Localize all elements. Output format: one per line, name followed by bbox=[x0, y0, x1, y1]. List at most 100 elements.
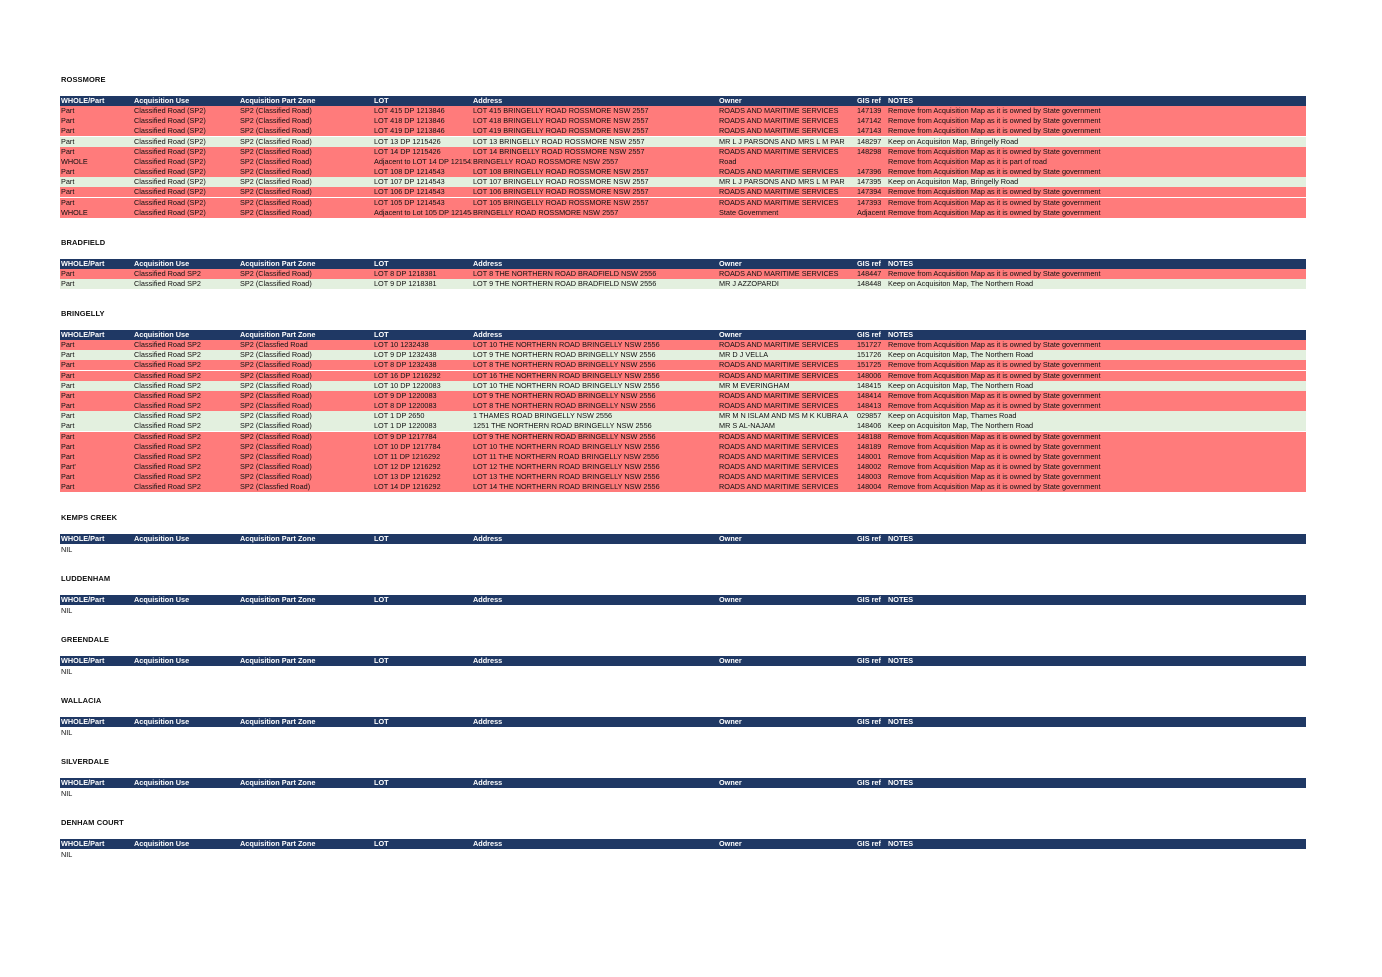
table-cell: Remove from Acquisition Map as it is own… bbox=[888, 472, 1101, 482]
table-cell: LOT 419 DP 1213846 bbox=[374, 126, 445, 136]
table-header: WHOLE/Part Acquisition Use Acquisition Par… bbox=[60, 656, 1306, 666]
table-cell: 029857 bbox=[857, 411, 882, 421]
table-cell: LOT 14 DP 1216292 bbox=[374, 482, 441, 492]
table-cell: LOT 9 THE NORTHERN ROAD BRADFIELD NSW 25… bbox=[473, 279, 657, 289]
table-cell: LOT 108 DP 1214543 bbox=[374, 167, 445, 177]
section-title: GREENDALE bbox=[61, 635, 109, 644]
table-header: WHOLE/Part Acquisition Use Acquisition Par… bbox=[60, 778, 1306, 788]
column-header: LOT bbox=[374, 778, 389, 787]
empty-note: NIL bbox=[61, 850, 73, 859]
column-header: Owner bbox=[719, 656, 742, 665]
table-cell: SP2 (Classified Road) bbox=[240, 136, 312, 146]
table-cell: Remove from Acquisition Map as it is own… bbox=[888, 451, 1101, 461]
column-header: Acquisition Use bbox=[134, 656, 190, 665]
table-cell: ROADS AND MARITIME SERVICES bbox=[719, 146, 839, 156]
table-row: Part Classified Road (SP2) SP2 (Classified… bbox=[60, 187, 1306, 198]
table-cell: 148001 bbox=[857, 451, 882, 461]
table-cell: 148448 bbox=[857, 279, 882, 289]
column-header: NOTES bbox=[888, 330, 914, 339]
table-row: Part Classified Road SP2 SP2 (Classified R… bbox=[60, 451, 1306, 462]
table-cell: LOT 14 DP 1215426 bbox=[374, 146, 441, 156]
table-cell: Part bbox=[61, 451, 75, 461]
table-cell: ROADS AND MARITIME SERVICES bbox=[719, 441, 839, 451]
table-header: WHOLE/Part Acquisition Use Acquisition Par… bbox=[60, 259, 1306, 269]
column-header: Address bbox=[473, 259, 503, 268]
table-cell: WHOLE bbox=[61, 156, 88, 166]
table-cell: SP2 (Classified Road) bbox=[240, 279, 312, 289]
table-cell: SP2 (Classified Road) bbox=[240, 472, 312, 482]
table-cell: Adjacent to Lot 105 DP 1214543 bbox=[374, 207, 472, 217]
table-cell: ROADS AND MARITIME SERVICES bbox=[719, 451, 839, 461]
table-header: WHOLE/Part Acquisition Use Acquisition Par… bbox=[60, 839, 1306, 849]
table-cell: ROADS AND MARITIME SERVICES bbox=[719, 431, 839, 441]
column-header: GIS ref bbox=[857, 778, 881, 787]
column-header: Owner bbox=[719, 595, 742, 604]
column-header: Acquisition Part Zone bbox=[240, 534, 316, 543]
table-row: Part Classified Road SP2 SP2 (Classified R… bbox=[60, 360, 1306, 371]
table-cell: Classified Road (SP2) bbox=[134, 207, 206, 217]
table-header: WHOLE/Part Acquisition Use Acquisition Par… bbox=[60, 96, 1306, 106]
table-header: WHOLE/Part Acquisition Use Acquisition Par… bbox=[60, 595, 1306, 605]
table-cell: Remove from Acquisition Map as it is own… bbox=[888, 187, 1101, 197]
table-cell: Classified Road (SP2) bbox=[134, 177, 206, 187]
table-cell: SP2 (Classified Road) bbox=[240, 360, 312, 370]
table-cell: MR S AL-NAJAM bbox=[719, 421, 775, 431]
table-cell: Remove from Acquisition Map as it is own… bbox=[888, 106, 1101, 116]
table-cell: Keep on Acquisiton Map, The Northern Roa… bbox=[888, 380, 1034, 390]
table-cell: Remove from Acquisition Map as it is own… bbox=[888, 207, 1101, 217]
column-header: Owner bbox=[719, 717, 742, 726]
table-cell: 148189 bbox=[857, 441, 882, 451]
table-cell: Keep on Acquisiton Map, The Northern Roa… bbox=[888, 279, 1034, 289]
table-row: Part Classified Road SP2 SP2 (Classified R… bbox=[60, 472, 1306, 483]
table-cell: Classified Road (SP2) bbox=[134, 136, 206, 146]
table-cell: SP2 (Classified Road) bbox=[240, 350, 312, 360]
column-header: GIS ref bbox=[857, 839, 881, 848]
column-header: WHOLE/Part bbox=[61, 717, 105, 726]
table-cell: MR L J PARSONS AND MRS L M PAR bbox=[719, 177, 845, 187]
table-row: Part Classified Road (SP2) SP2 (Classified… bbox=[60, 146, 1306, 157]
table-cell: SP2 (Classified Road) bbox=[240, 380, 312, 390]
table-cell: LOT 10 THE NORTHERN ROAD BRINGELLY NSW 2… bbox=[473, 340, 660, 350]
table-cell: Part bbox=[61, 472, 75, 482]
table-cell: 148188 bbox=[857, 431, 882, 441]
table-cell: LOT 11 DP 1216292 bbox=[374, 451, 441, 461]
table-cell: 147395 bbox=[857, 177, 882, 187]
table-cell: LOT 8 DP 1218381 bbox=[374, 269, 437, 279]
table-cell: 148415 bbox=[857, 380, 882, 390]
table-cell: ROADS AND MARITIME SERVICES bbox=[719, 472, 839, 482]
section-title: BRINGELLY bbox=[61, 309, 105, 318]
table-cell: SP2 (Classified Road) bbox=[240, 269, 312, 279]
table-cell: ROADS AND MARITIME SERVICES bbox=[719, 390, 839, 400]
column-header: Owner bbox=[719, 259, 742, 268]
table-cell: LOT 13 DP 1215426 bbox=[374, 136, 441, 146]
table-cell: Part bbox=[61, 380, 75, 390]
column-header: Acquisition Use bbox=[134, 259, 190, 268]
table-cell: ROADS AND MARITIME SERVICES bbox=[719, 269, 839, 279]
table-cell: LOT 8 THE NORTHERN ROAD BRINGELLY NSW 25… bbox=[473, 360, 656, 370]
table-cell: Part bbox=[61, 411, 75, 421]
table-cell: Classified Road SP2 bbox=[134, 279, 201, 289]
column-header: Acquisition Use bbox=[134, 717, 190, 726]
table-row: Part Classified Road (SP2) SP2 (Classified… bbox=[60, 197, 1306, 208]
column-header: Acquisition Use bbox=[134, 778, 190, 787]
table-cell: Part bbox=[61, 441, 75, 451]
table-row: Part Classified Road (SP2) SP2 (Classified… bbox=[60, 106, 1306, 117]
table-cell: Remove from Acquisition Map as it is own… bbox=[888, 146, 1101, 156]
table-cell: SP2 (Classified Road) bbox=[240, 126, 312, 136]
table-cell: SP2 (Classified Road) bbox=[240, 177, 312, 187]
table-cell: WHOLE bbox=[61, 207, 88, 217]
table-cell: LOT 13 THE NORTHERN ROAD BRINGELLY NSW 2… bbox=[473, 472, 660, 482]
table-cell: Part bbox=[61, 187, 75, 197]
table-cell: Classified Road SP2 bbox=[134, 431, 201, 441]
table-cell bbox=[857, 157, 887, 167]
table-cell: ROADS AND MARITIME SERVICES bbox=[719, 116, 839, 126]
table-cell: 147393 bbox=[857, 197, 882, 207]
table-cell: Part' bbox=[61, 461, 76, 471]
empty-note: NIL bbox=[61, 606, 73, 615]
column-header: Address bbox=[473, 839, 503, 848]
column-header: WHOLE/Part bbox=[61, 595, 105, 604]
table-cell: ROADS AND MARITIME SERVICES bbox=[719, 197, 839, 207]
table-cell: LOT 418 DP 1213846 bbox=[374, 116, 445, 126]
column-header: Address bbox=[473, 595, 503, 604]
table-cell: LOT 105 BRINGELLY ROAD ROSSMORE NSW 2557 bbox=[473, 197, 649, 207]
